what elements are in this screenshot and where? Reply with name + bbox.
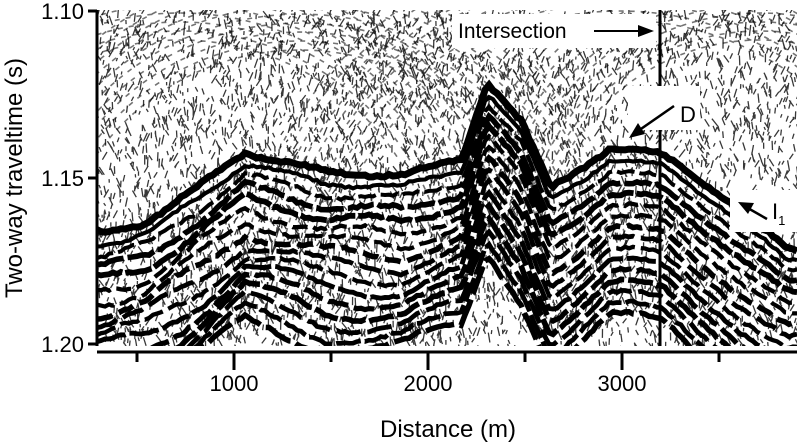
diffraction-arc bbox=[310, 10, 797, 321]
reflector-band bbox=[186, 228, 718, 346]
intersection-label: Intersection bbox=[458, 20, 567, 43]
diffraction-arc bbox=[319, 19, 797, 321]
diffraction-arc bbox=[512, 12, 797, 261]
diffraction-arc bbox=[539, 39, 797, 261]
reflector-band bbox=[97, 79, 797, 255]
diffraction-arc bbox=[485, 10, 650, 261]
d-arrow bbox=[637, 104, 675, 133]
diffraction-arc bbox=[357, 10, 522, 301]
diffraction-arc bbox=[97, 40, 560, 301]
diffraction-arc bbox=[271, 10, 486, 301]
intersection-annotation: Intersection bbox=[452, 14, 656, 48]
i-letter: I bbox=[772, 199, 778, 224]
diffraction-arc bbox=[97, 10, 614, 301]
diffraction-arc bbox=[97, 10, 596, 301]
reflector-band bbox=[199, 255, 693, 346]
diffraction-arc bbox=[238, 10, 401, 321]
diffraction-arc bbox=[97, 31, 569, 301]
x-axis: 1000 2000 3000 Distance (m) bbox=[97, 350, 797, 443]
reflector-band bbox=[97, 94, 797, 263]
seismic-image bbox=[97, 10, 797, 346]
i-subscript: 1 bbox=[778, 213, 785, 228]
y-tick-label: 1.15 bbox=[41, 166, 84, 191]
diffraction-arc bbox=[97, 30, 450, 301]
diffraction-arc bbox=[97, 39, 441, 301]
x-axis-label: Distance (m) bbox=[380, 416, 516, 443]
reflector-band bbox=[97, 176, 797, 346]
reflector-band bbox=[97, 133, 797, 306]
diffraction-bands bbox=[97, 10, 797, 321]
x-tick-label: 3000 bbox=[598, 371, 647, 396]
reflector-band bbox=[120, 201, 746, 346]
diffraction-arc bbox=[97, 12, 468, 301]
reflector-band bbox=[97, 144, 797, 316]
diffraction-arc bbox=[256, 10, 433, 321]
y-tick-label: 1.20 bbox=[41, 332, 84, 357]
x-tick-label: 1000 bbox=[210, 371, 259, 396]
reflector-band bbox=[97, 166, 797, 340]
y-axis-label: Two-way traveltime (s) bbox=[1, 58, 28, 298]
diffraction-arc bbox=[530, 30, 797, 261]
diffraction-arc bbox=[301, 10, 797, 321]
d-arrowhead bbox=[629, 123, 645, 138]
y-tick-label: 1.10 bbox=[41, 0, 84, 24]
reflector-band bbox=[192, 240, 706, 346]
diffraction-arc bbox=[503, 10, 710, 261]
i1-arrowhead bbox=[738, 202, 754, 214]
diffraction-arc bbox=[97, 49, 551, 301]
d-annotation: D bbox=[628, 86, 700, 138]
reflector-band bbox=[97, 111, 797, 284]
i1-annotation: I1 bbox=[730, 190, 797, 232]
reflector-band bbox=[97, 122, 797, 295]
x-tick-label: 2000 bbox=[404, 371, 453, 396]
reflector-band bbox=[175, 214, 732, 346]
x-ticks bbox=[135, 352, 721, 370]
y-axis: 1.10 1.15 1.20 Two-way traveltime (s) bbox=[1, 0, 99, 357]
i1-label: I1 bbox=[772, 199, 785, 228]
intersection-arrowhead bbox=[638, 25, 654, 37]
reflector-band bbox=[97, 154, 797, 328]
reflector-band bbox=[97, 103, 797, 273]
diffraction-arc bbox=[97, 10, 477, 301]
d-label: D bbox=[680, 102, 696, 127]
diffraction-arc bbox=[283, 10, 797, 321]
diffraction-arc bbox=[97, 10, 605, 301]
diffraction-arc bbox=[467, 10, 611, 261]
